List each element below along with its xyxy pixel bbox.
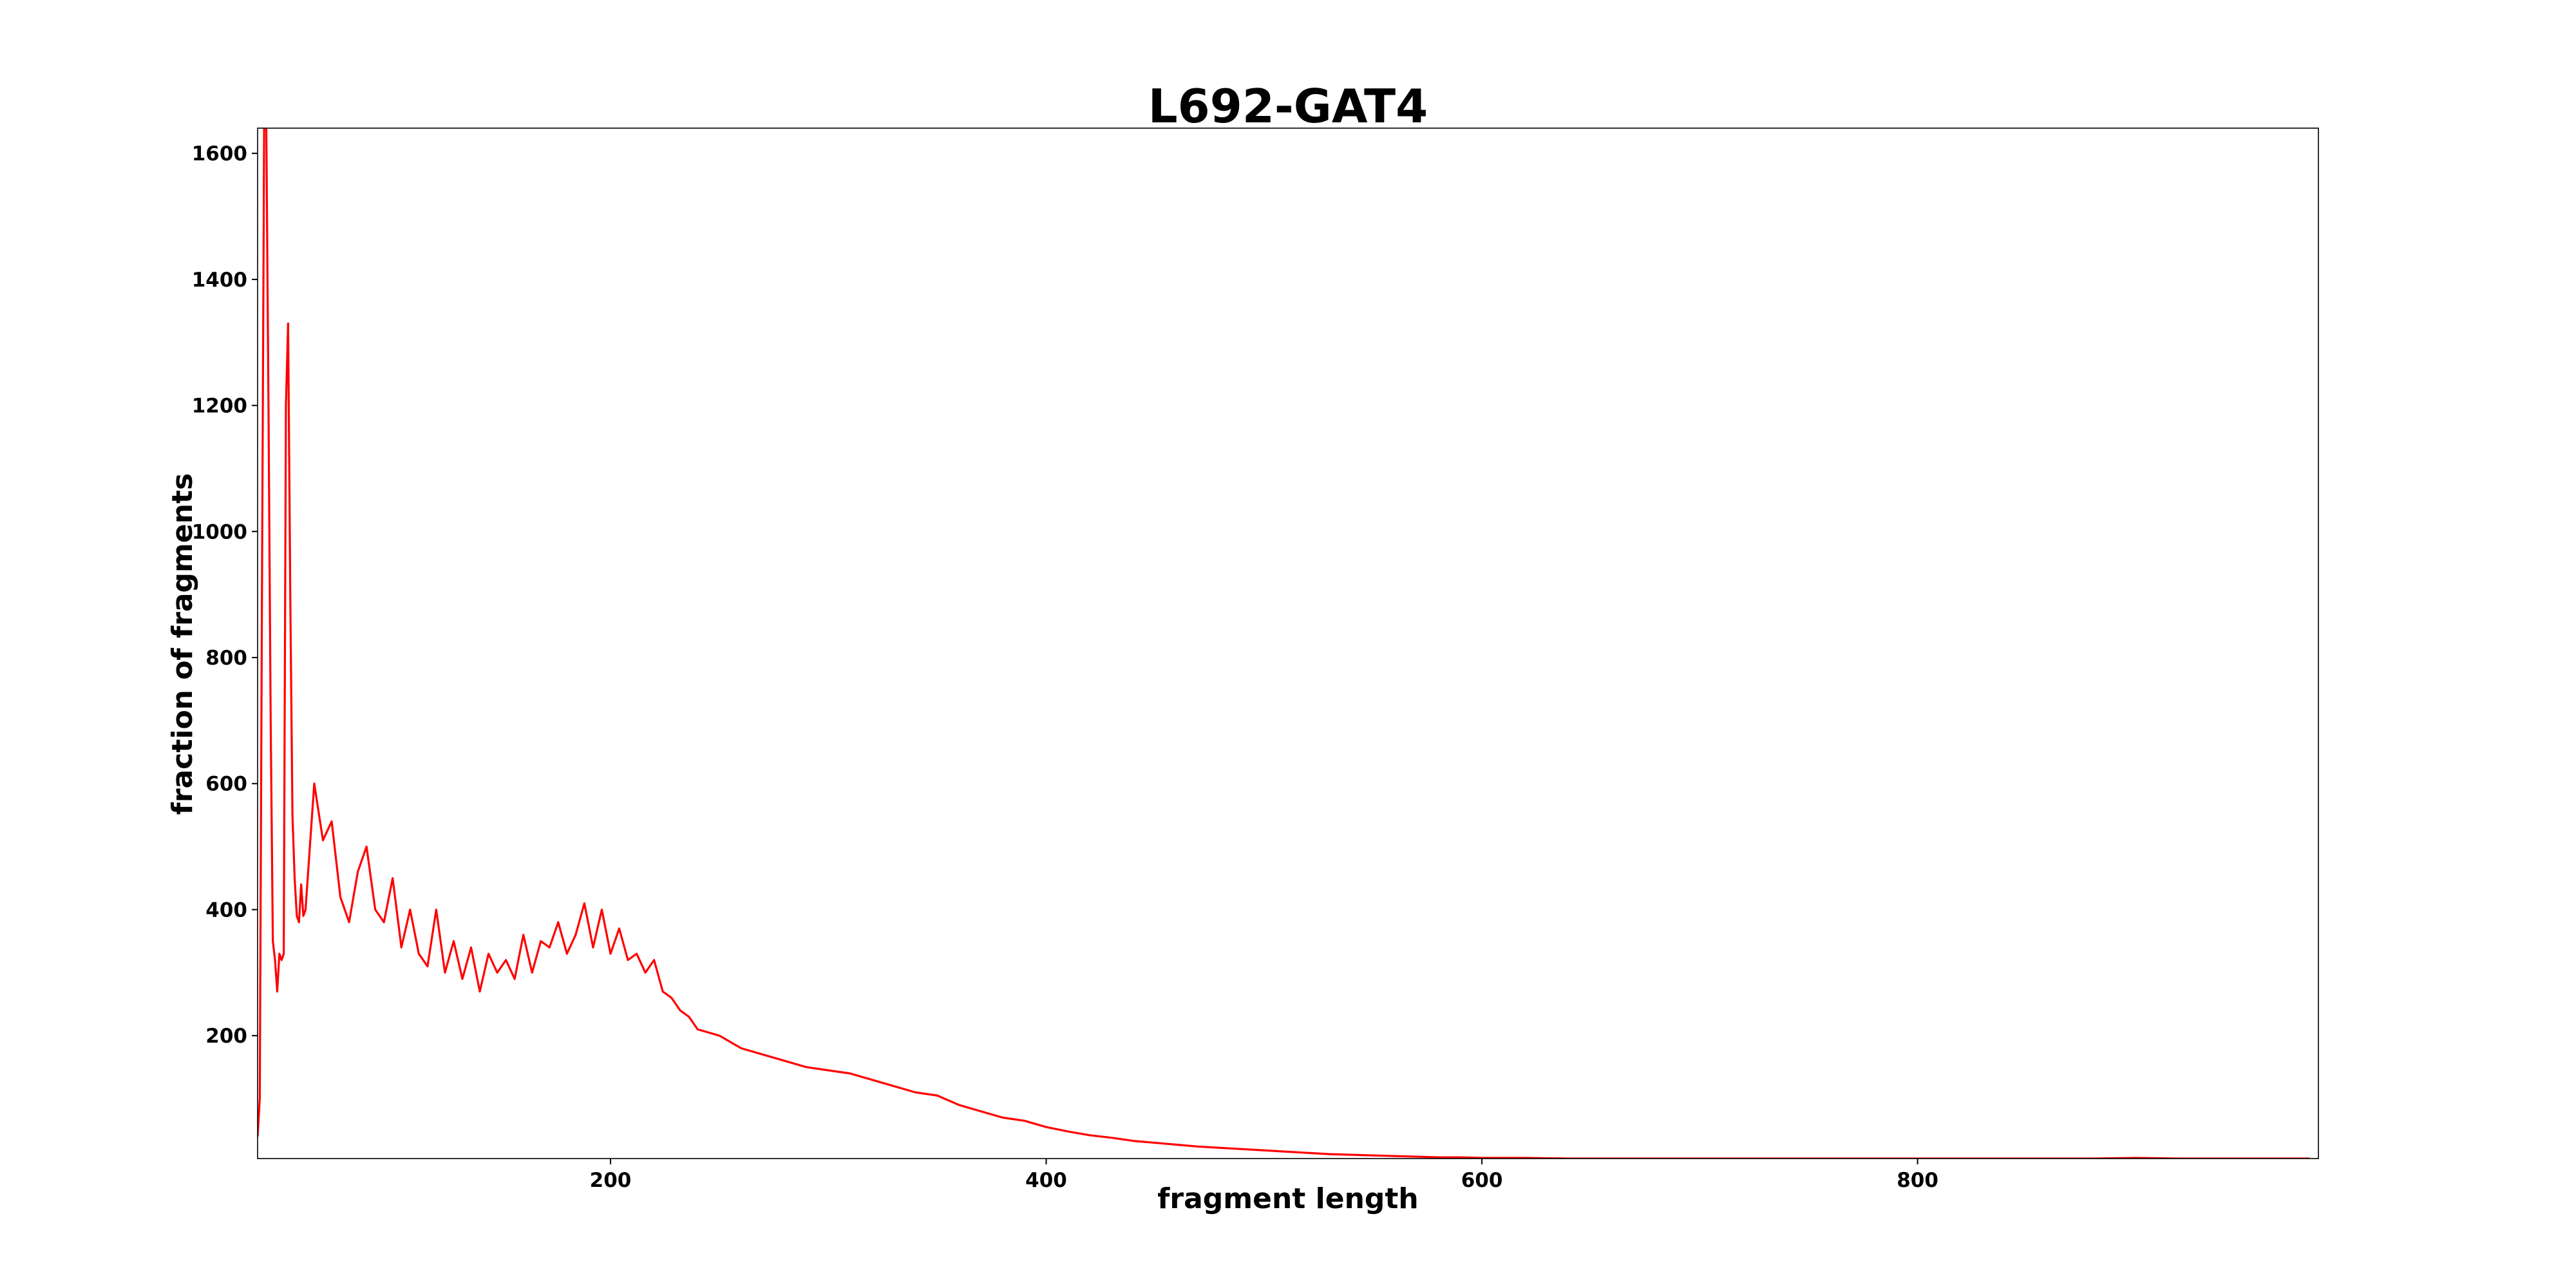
x-axis-label: fragment length — [1157, 1182, 1419, 1215]
y-tick-label: 600 — [205, 773, 247, 796]
y-tick-label: 1000 — [192, 520, 247, 544]
y-axis-label: fraction of fragments — [166, 473, 199, 815]
y-tick-label: 1600 — [192, 142, 247, 166]
plot-frame — [257, 128, 2319, 1159]
x-tick-label: 800 — [1897, 1169, 1938, 1192]
x-tick-label: 200 — [590, 1169, 632, 1192]
chart-title: L692-GAT4 — [1148, 79, 1428, 133]
y-tick-label: 200 — [205, 1025, 247, 1048]
y-tick-label: 1400 — [192, 269, 247, 292]
y-tick-label: 800 — [205, 647, 247, 670]
plot-area — [258, 128, 2310, 1159]
x-tick-label: 600 — [1461, 1169, 1503, 1192]
data-line — [258, 128, 2310, 1159]
x-tick-label: 400 — [1025, 1169, 1067, 1192]
y-tick-label: 400 — [205, 898, 247, 922]
y-tick-label: 1200 — [192, 395, 247, 418]
